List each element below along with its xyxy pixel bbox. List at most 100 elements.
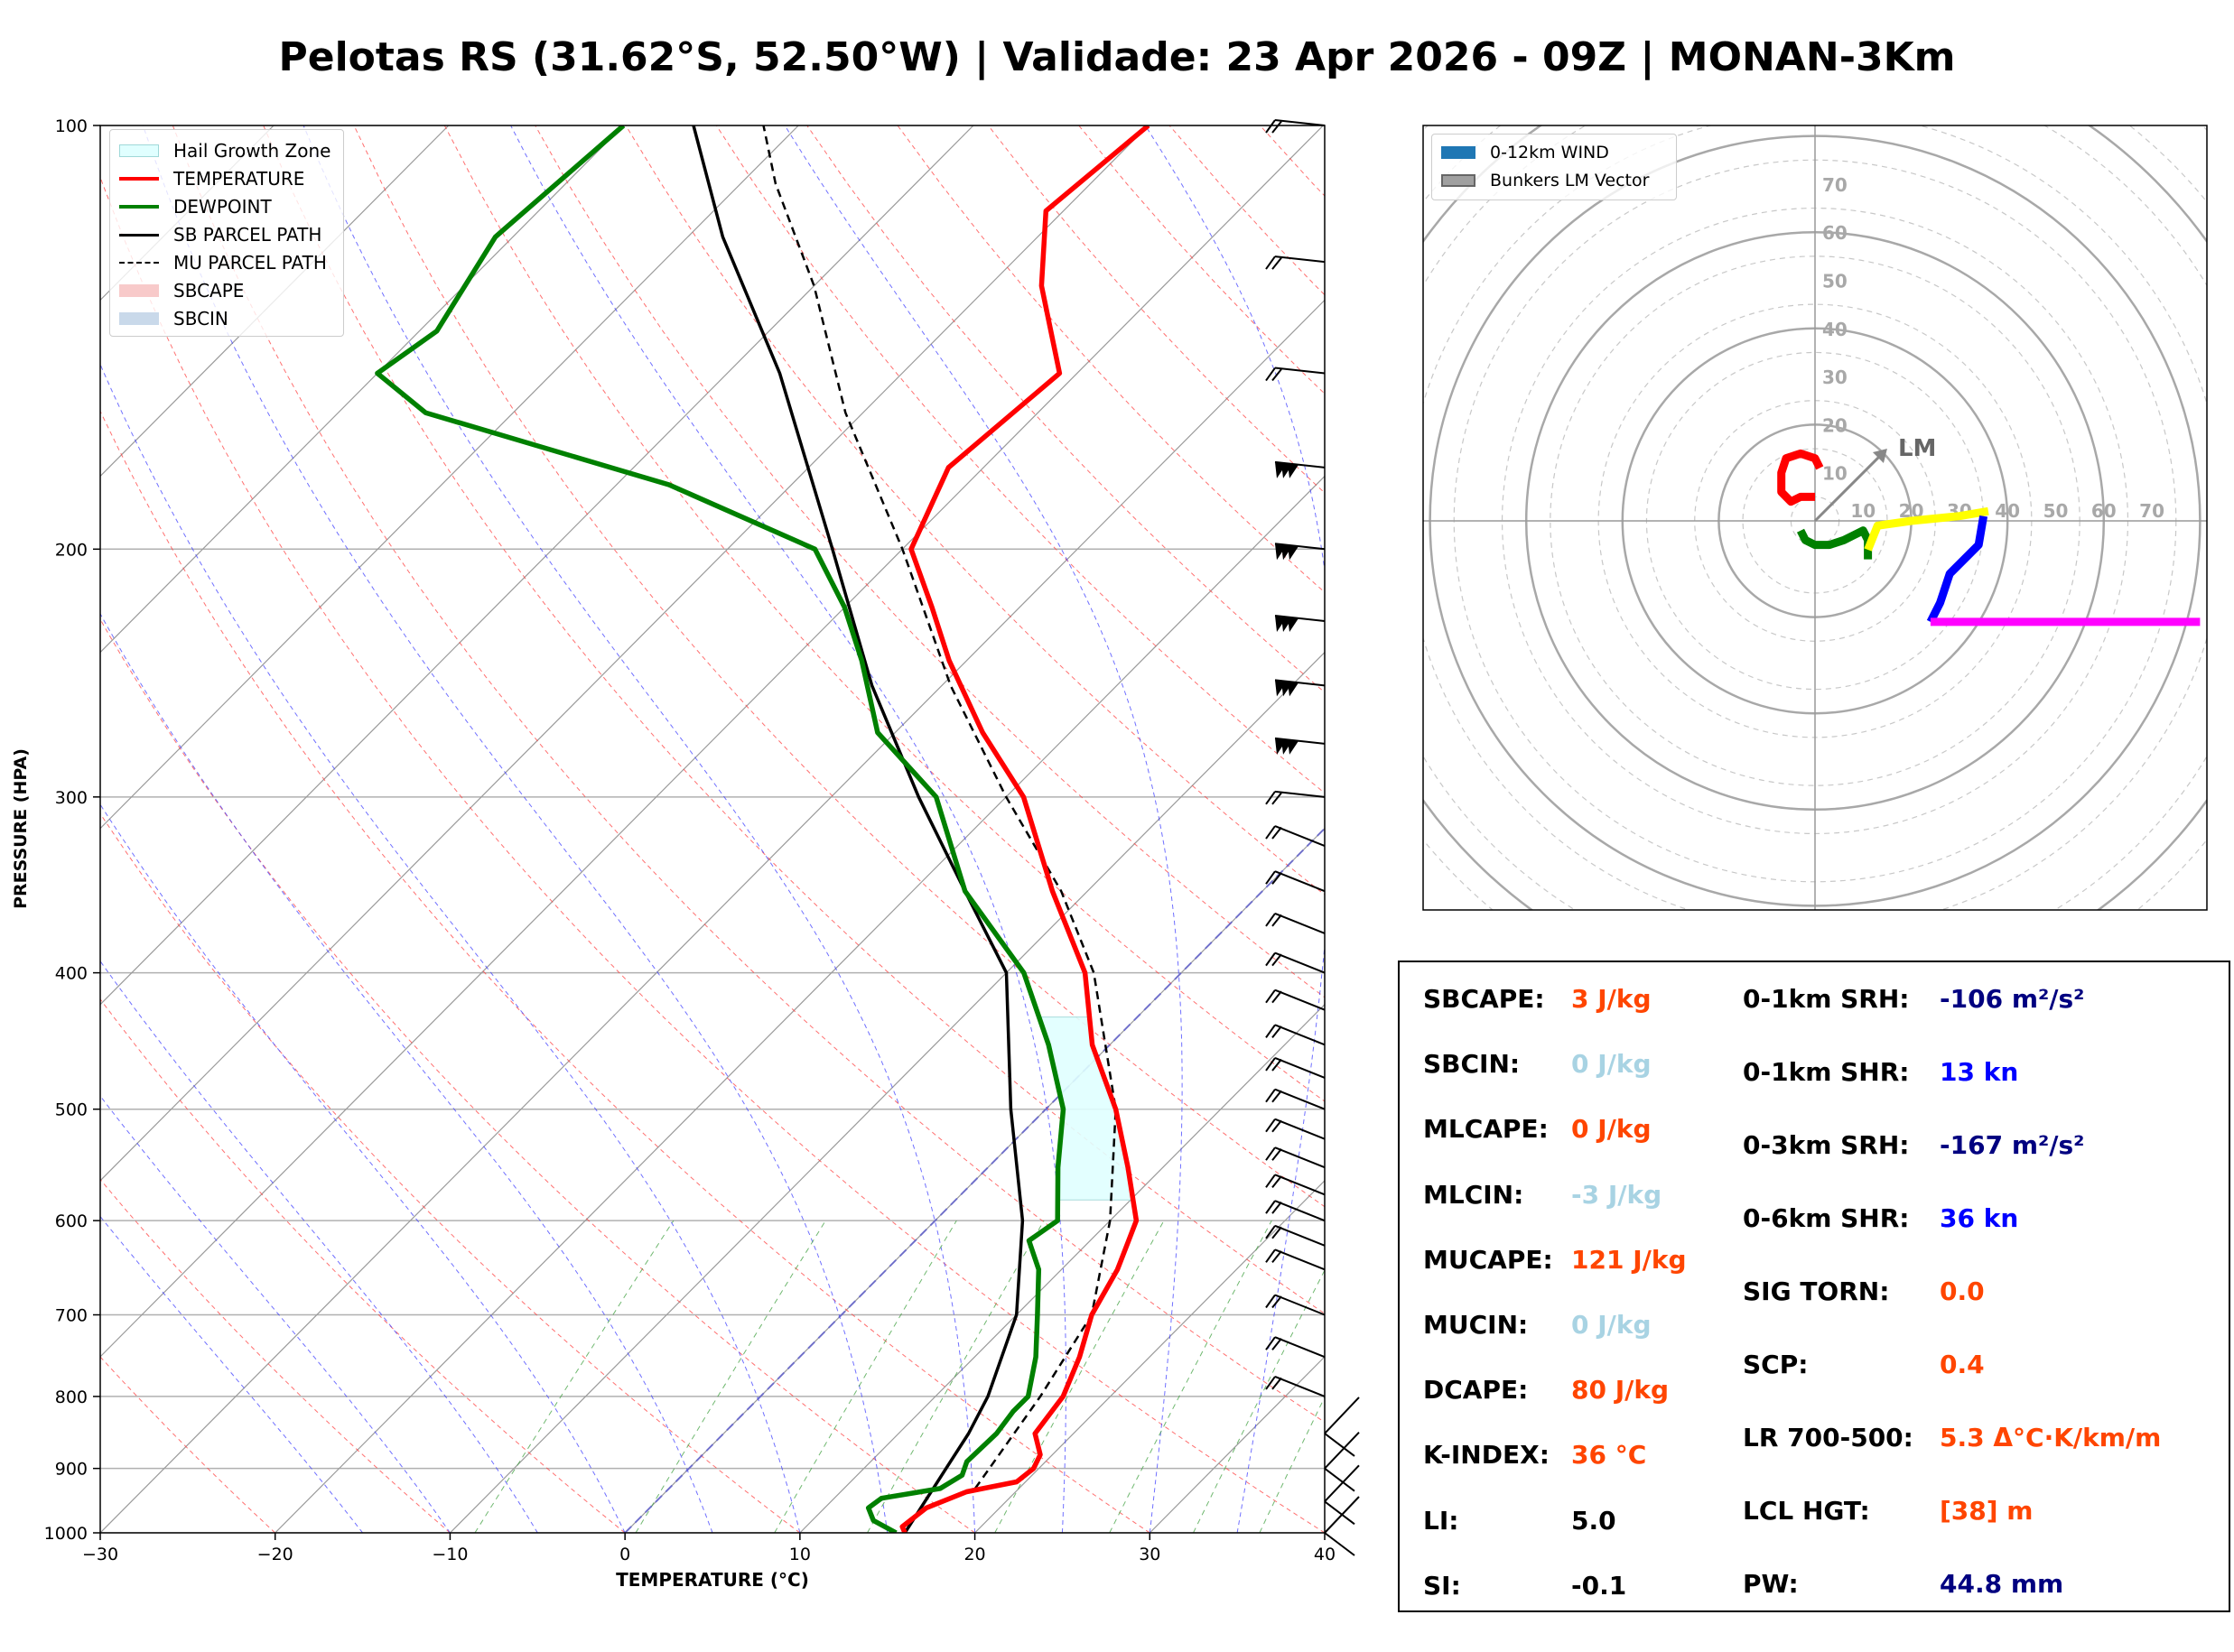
wind-barb-shaft <box>1274 119 1326 126</box>
index-label: K-INDEX: <box>1423 1440 1550 1471</box>
wind-barb-shaft <box>1274 737 1326 745</box>
dry-adiabat <box>100 618 975 1533</box>
isotherm-line <box>100 299 1325 1533</box>
y-tick-label: 700 <box>55 1306 88 1326</box>
wind-barb-feather <box>1271 256 1282 270</box>
wind-barb <box>1265 367 1326 382</box>
dry-adiabat <box>100 175 1325 1533</box>
sb-parcel-line <box>119 233 159 237</box>
legend-label: Hail Growth Zone <box>173 140 331 162</box>
x-tick-label: 30 <box>1139 1545 1160 1564</box>
wind-barb-shaft <box>1274 1248 1326 1271</box>
wind-barb <box>1265 1118 1326 1140</box>
wind-barb <box>1324 1431 1360 1492</box>
wind-barb-shaft <box>1274 790 1326 798</box>
mixing-ratio-line <box>1109 1220 1272 1533</box>
hodograph-legend: 0-12km WIND Bunkers LM Vector <box>1431 134 1677 200</box>
bunkers-lm-arrowhead <box>1872 449 1887 464</box>
index-value: 0 J/kg <box>1571 1049 1652 1080</box>
hodo-ring-label: 20 <box>1822 414 1848 436</box>
legend-label: DEWPOINT <box>173 196 272 218</box>
mixing-ratio-line <box>994 1220 1165 1533</box>
hodo-ring-label: 70 <box>2139 500 2164 522</box>
index-label: MLCAPE: <box>1423 1114 1549 1145</box>
hodo-ring-label: 50 <box>2043 500 2069 522</box>
index-label: SBCAPE: <box>1423 984 1545 1014</box>
wind-barb-shaft <box>1274 679 1326 687</box>
sb-parcel-path <box>692 125 1025 1533</box>
index-label: SIG TORN: <box>1743 1276 1890 1306</box>
wind-barb-feather <box>1271 914 1282 927</box>
wind-barb-feather <box>1265 255 1276 270</box>
legend-label: MU PARCEL PATH <box>173 252 327 274</box>
mu-parcel-dashed-line <box>119 262 159 264</box>
wind-barb-shaft <box>1324 1397 1360 1434</box>
index-value: 3 J/kg <box>1571 984 1652 1014</box>
x-tick-label: −30 <box>82 1545 118 1564</box>
wind-barb-feather <box>1265 825 1276 840</box>
y-tick-label: 900 <box>55 1460 88 1480</box>
legend-label: SBCIN <box>173 308 228 329</box>
wind-barb-feather <box>1271 872 1282 885</box>
hodo-legend-item: 0-12km WIND <box>1441 139 1609 166</box>
wind-barb-shaft <box>1324 1431 1360 1470</box>
temperature-line <box>899 125 1150 1533</box>
index-label: SBCIN: <box>1423 1049 1521 1080</box>
wind-barb-feather <box>1271 1119 1282 1133</box>
index-label: 0-1km SHR: <box>1743 1057 1910 1087</box>
wind-barb-shaft <box>1274 367 1326 375</box>
wind-barb-shaft <box>1324 1464 1360 1502</box>
bunkers-lm-arrow <box>1813 452 1884 523</box>
y-tick-label: 1000 <box>44 1524 88 1544</box>
wind-barb <box>1265 255 1326 270</box>
wind-barb-feather <box>1271 792 1282 805</box>
index-label: LCL HGT: <box>1743 1496 1870 1526</box>
wind-barb-feather <box>1271 1090 1282 1103</box>
x-tick-label: 20 <box>963 1545 985 1564</box>
wind-barb-feather <box>1271 826 1282 840</box>
wind-barb <box>1324 1397 1360 1457</box>
index-label: SI: <box>1423 1570 1461 1601</box>
wind-barb-feather <box>1265 1200 1276 1214</box>
wind-barb-feather <box>1271 1058 1282 1072</box>
y-axis-label: PRESSURE (HPA) <box>11 748 31 909</box>
x-tick-label: −10 <box>432 1545 468 1564</box>
isotherm-line <box>799 1003 1325 1533</box>
mixing-ratio-line <box>474 1220 675 1533</box>
wind-barb <box>1265 1146 1326 1169</box>
isotherm-line <box>974 1179 1325 1533</box>
wind-barb-shaft <box>1324 1433 1355 1457</box>
index-value: 36 kn <box>1940 1203 2019 1233</box>
index-value: -3 J/kg <box>1571 1179 1662 1210</box>
wind-barb-shaft <box>1274 912 1326 934</box>
isotherm-line <box>624 827 1325 1533</box>
dewpoint-line <box>119 205 159 209</box>
moist-adiabat <box>100 1095 451 1533</box>
legend-item: SB PARCEL PATH <box>119 221 321 248</box>
wind-barb <box>1265 1057 1326 1079</box>
index-value: -0.1 <box>1571 1570 1627 1601</box>
index-label: MUCAPE: <box>1423 1244 1553 1275</box>
wind-barb-shaft <box>1324 1467 1355 1492</box>
hodo-ring-label: 10 <box>1822 463 1848 485</box>
wind-barb-feather <box>1265 1024 1276 1038</box>
isotherm-line <box>100 125 1150 1182</box>
hodo-ring-label: 60 <box>1822 222 1848 244</box>
hodo-segment <box>1796 526 1873 560</box>
dry-adiabat <box>100 410 1150 1533</box>
wind-barb-flag <box>1288 682 1299 697</box>
index-value: 0.4 <box>1940 1350 1985 1379</box>
dewpoint-line <box>375 125 1066 1533</box>
wind-barb-shaft <box>1324 1500 1355 1526</box>
isotherm-line <box>100 125 450 478</box>
isotherm-line <box>100 125 1324 1358</box>
wind-barb-feather <box>1271 1026 1282 1038</box>
index-label: 0-6km SHR: <box>1743 1203 1910 1233</box>
wind-barb-feather <box>1265 1294 1276 1309</box>
hodo-major-ring <box>1141 0 2234 957</box>
wind-barb-shaft <box>1274 1174 1326 1196</box>
wind-barb <box>1265 790 1326 805</box>
wind-barb-shaft <box>1274 870 1326 893</box>
hodo-ring-label: 70 <box>1822 174 1848 196</box>
bunkers-swatch <box>1441 174 1475 187</box>
